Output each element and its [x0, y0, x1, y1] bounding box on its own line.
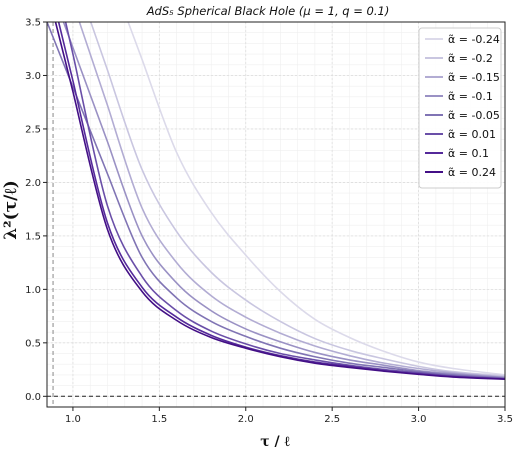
x-tick-label: 3.0	[411, 414, 427, 425]
series-line-3	[62, 21, 506, 379]
y-axis-ticks: 0.0 0.5 1.0 1.5 2.0 2.5 3.0 3.5	[25, 18, 47, 403]
y-tick-label: 2.5	[25, 124, 41, 135]
legend-box	[418, 27, 502, 189]
x-tick-label: 2.5	[324, 414, 340, 425]
y-tick-label: 1.0	[25, 285, 41, 296]
y-axis-label: λ²(τ/ℓ)	[1, 180, 21, 239]
plot-frame	[46, 21, 506, 408]
x-tick-label: 2.0	[238, 414, 254, 425]
series-group	[46, 21, 506, 380]
legend-label: α̃ = -0.1	[448, 90, 493, 103]
legend-label: α̃ = -0.05	[448, 109, 500, 122]
x-axis-label: τ / ℓ	[260, 434, 290, 450]
y-axis-label-text: λ²(τ/ℓ)	[1, 180, 21, 239]
chart-title: AdS₅ Spherical Black Hole (μ = 1, q = 0.…	[146, 4, 390, 18]
series-line-0	[127, 21, 506, 376]
series-line-5	[64, 21, 506, 380]
legend-label: α̃ = -0.2	[448, 52, 493, 65]
y-tick-label: 3.0	[25, 71, 41, 82]
x-tick-label: 1.0	[65, 414, 81, 425]
legend-label: α̃ = -0.15	[448, 71, 500, 84]
series-line-1	[90, 21, 506, 377]
y-tick-label: 2.0	[25, 178, 41, 189]
x-tick-label: 3.5	[497, 414, 513, 425]
series-line-7	[54, 21, 506, 380]
legend-label: α̃ = 0.1	[448, 147, 489, 160]
legend-label: α̃ = 0.01	[448, 128, 496, 141]
y-tick-label: 1.5	[25, 231, 41, 242]
y-tick-label: 3.5	[25, 18, 41, 29]
major-grid	[47, 21, 506, 407]
y-tick-label: 0.0	[25, 392, 41, 403]
y-tick-label: 0.5	[25, 338, 41, 349]
x-tick-label: 1.5	[151, 414, 167, 425]
legend-label: α̃ = -0.24	[448, 33, 500, 46]
legend-label: α̃ = 0.24	[448, 166, 496, 179]
x-axis-ticks: 1.0 1.5 2.0 2.5 3.0 3.5	[65, 407, 513, 425]
legend: α̃ = -0.24 α̃ = -0.2 α̃ = -0.15 α̃ = -0.1 α̃…	[418, 27, 502, 189]
series-line-4	[46, 21, 506, 379]
series-line-2	[78, 21, 506, 378]
reference-lines	[47, 22, 505, 407]
